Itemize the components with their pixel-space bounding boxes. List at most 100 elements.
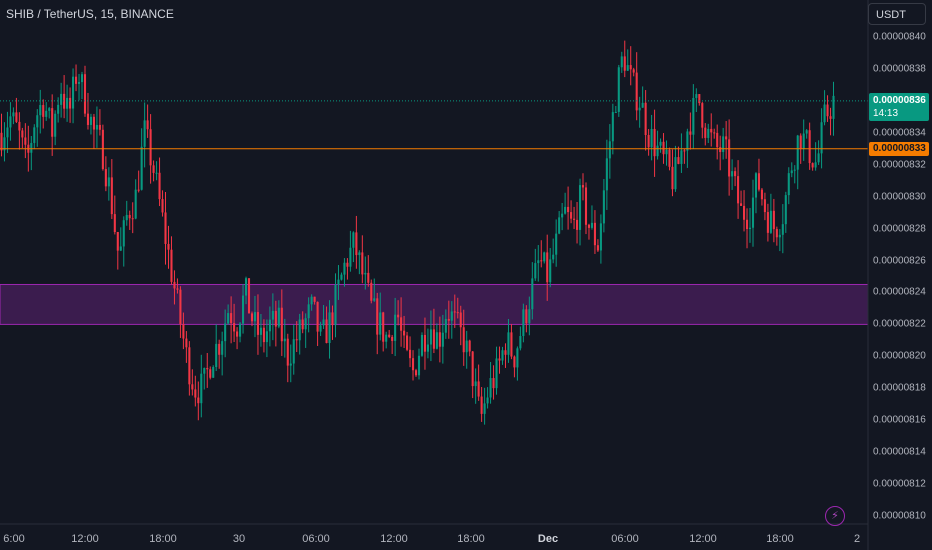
candle-body [620,56,623,68]
candle-body [110,177,113,215]
candle-body [236,331,239,337]
candle-body [805,130,808,134]
candle-body [268,319,271,332]
candle-body [632,69,635,73]
candle-body [125,214,128,221]
currency-selector[interactable]: USDT [868,3,926,25]
last-price-tag: 0.00000836 14:13 [869,92,929,121]
candle-body [295,339,298,341]
candle-body [328,312,331,344]
candle-body [104,169,107,187]
candle-body [504,350,507,355]
candle-series [0,40,835,425]
candle-body [12,112,15,117]
candle-body [534,263,537,279]
candle-body [644,102,647,136]
candle-body [182,324,185,339]
candle-body [277,307,280,327]
candle-body [787,173,790,196]
candle-body [745,219,749,230]
candle-body [540,260,543,262]
candle-body [206,368,209,370]
candle-body [537,260,540,264]
candle-body [215,343,218,368]
candle-body [170,249,173,282]
candle-body [650,128,653,148]
candle-body [602,190,605,224]
candle-body [239,323,242,337]
candle-body [710,128,713,133]
candle-body [707,128,710,138]
candle-body [164,212,167,244]
candle-body [0,132,3,151]
candle-body [6,127,9,138]
candle-body [784,195,787,225]
time-tick-label: 06:00 [611,533,639,545]
candle-body [113,214,116,232]
candle-body [737,176,740,204]
candle-body [352,232,355,248]
candle-body [289,363,292,366]
candle-body [769,210,772,233]
candle-body [391,336,394,341]
candle-body [674,157,677,190]
candle-body [471,351,474,387]
time-tick-label: 30 [232,533,246,545]
candle-body [397,314,400,318]
candle-body [641,102,644,108]
candle-body [543,252,546,262]
candle-body [417,355,421,376]
candle-body [212,367,215,378]
candle-body [614,111,617,113]
candle-body [802,133,805,149]
price-tick-label: 0.00000820 [873,350,926,362]
candle-body [570,212,573,219]
candle-body [474,381,477,387]
time-tick-label: 18:00 [457,533,485,545]
candle-body [480,396,483,414]
price-tick-label: 0.00000824 [873,286,926,298]
candle-body [778,234,781,238]
candle-body [253,312,257,322]
candle-body [561,213,564,218]
price-tick-label: 0.00000828 [873,223,926,235]
price-tick-label: 0.00000834 [873,127,926,139]
candle-body [197,397,200,404]
candle-body [483,403,486,414]
candle-body [757,173,760,190]
time-tick-label: Dec [537,533,559,545]
candle-body [811,163,814,168]
candle-body [829,116,832,119]
candle-body [304,318,307,330]
lightning-bolt-icon[interactable]: ⚡ [825,506,845,526]
candle-body [734,171,737,177]
candle-body [477,381,480,397]
candle-body [36,115,39,128]
candle-body [140,146,143,190]
candle-body [60,93,63,105]
candle-body [98,124,101,130]
candle-body [83,74,87,114]
price-tick-label: 0.00000826 [873,255,926,267]
candle-body [271,310,274,320]
candle-body [72,76,75,109]
candle-body [116,231,119,251]
candle-body [200,373,203,404]
candle-body [716,132,719,148]
candle-body [247,278,251,314]
symbol-title[interactable]: SHIB / TetherUS, 15, BINANCE [6,7,174,21]
candle-body [495,358,498,389]
candle-body [799,135,802,149]
candle-body [9,116,12,128]
plot-background [0,0,868,524]
candle-body [358,252,361,256]
candle-body [92,116,95,130]
candle-body [218,343,221,355]
candle-body [808,130,811,164]
candle-body [775,229,778,238]
candle-body [411,358,415,371]
candle-body [823,104,826,123]
price-tick-label: 0.00000814 [873,446,926,458]
last-price-value: 0.00000836 [873,94,926,106]
